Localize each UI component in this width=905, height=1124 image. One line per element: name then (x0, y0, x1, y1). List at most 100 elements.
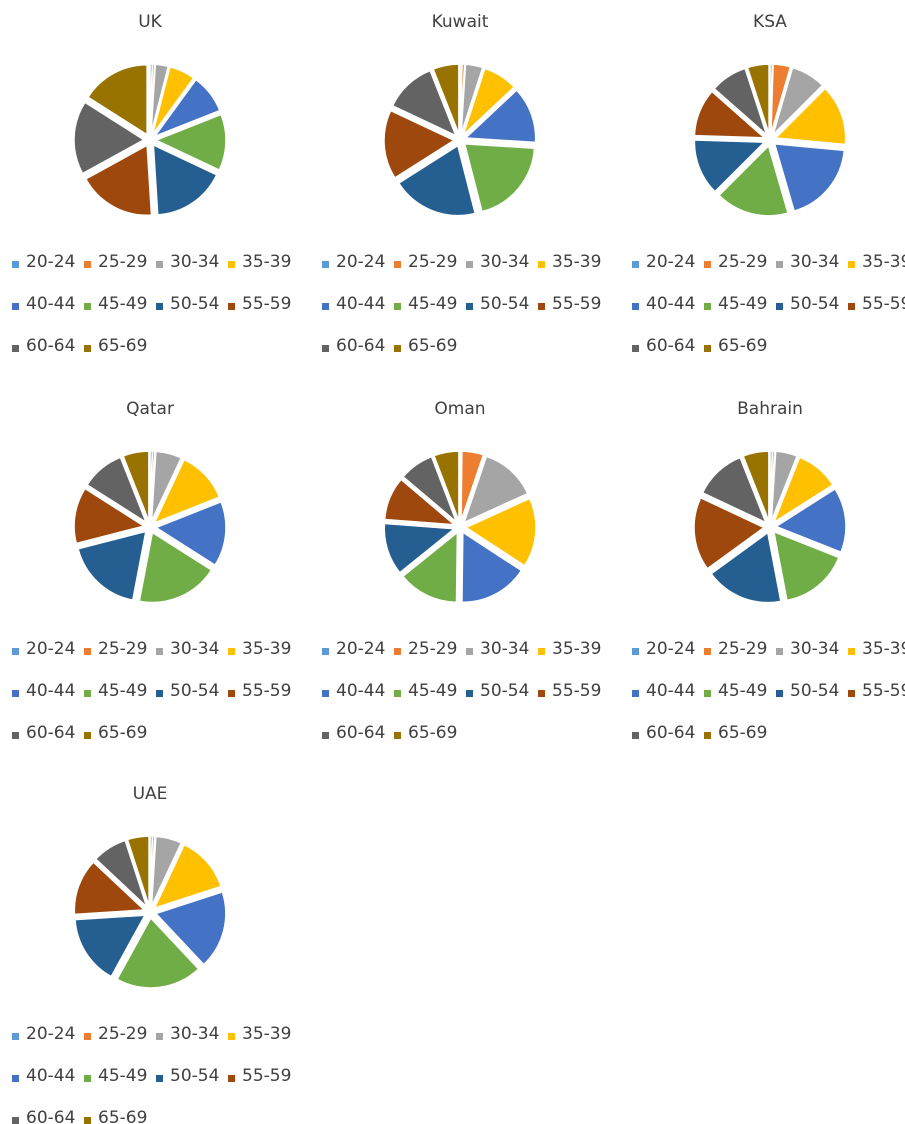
pie-chart: Oman 20-24 25-29 30-34 35-39 40-44 45-49 50-54 5… (322, 399, 601, 743)
legend-label: 50-54 (790, 294, 839, 314)
pie-slice (774, 487, 847, 554)
pie-slice (402, 455, 458, 523)
legend-label: 20-24 (336, 639, 385, 659)
pie-slice (150, 63, 170, 135)
legend-swatch (156, 303, 163, 310)
pie-slice (769, 63, 774, 135)
legend-label: 20-24 (26, 1024, 75, 1044)
pie-slice (74, 914, 147, 978)
pie-slice (742, 450, 770, 522)
chart-title: Bahrain (737, 399, 803, 419)
legend-label: 45-49 (718, 681, 767, 701)
legend-label: 25-29 (408, 639, 457, 659)
legend-swatch (156, 1033, 163, 1040)
legend-swatch (12, 303, 19, 310)
pie-slice (773, 87, 847, 146)
legend-label: 45-49 (408, 681, 457, 701)
legend-label: 20-24 (336, 252, 385, 272)
pie-slice (463, 88, 537, 144)
legend-swatch (228, 261, 235, 268)
legend-swatch (322, 345, 329, 352)
pie-slice (150, 450, 183, 522)
pie-slice (693, 496, 766, 570)
legend-swatch (12, 1075, 19, 1082)
pie-slice (152, 78, 221, 138)
pie-slice (462, 455, 529, 524)
pie-slice (772, 66, 824, 136)
legend-swatch (394, 690, 401, 697)
legend-swatch (84, 345, 91, 352)
legend-swatch (322, 303, 329, 310)
legend-label: 30-34 (170, 639, 219, 659)
pie-slice (86, 456, 148, 525)
legend-swatch (704, 690, 711, 697)
legend-swatch (394, 345, 401, 352)
legend-swatch (228, 1075, 235, 1082)
pie-slice (149, 835, 156, 907)
pie-slice (460, 63, 484, 135)
pie-slice (138, 531, 213, 604)
legend-swatch (632, 648, 639, 655)
pie-chart: Bahrain 20-24 25-29 30-34 35-39 40-44 45-49 50-… (632, 399, 905, 743)
legend-label: 45-49 (98, 294, 147, 314)
legend-label: 50-54 (790, 681, 839, 701)
legend-label: 40-44 (336, 294, 385, 314)
legend-label: 20-24 (646, 252, 695, 272)
legend-swatch (704, 303, 711, 310)
legend-swatch (84, 303, 91, 310)
pie-slice (73, 101, 146, 175)
legend-swatch (84, 1117, 91, 1124)
legend-swatch (466, 261, 473, 268)
legend-label: 55-59 (552, 681, 601, 701)
legend-label: 65-69 (98, 1108, 147, 1124)
pie-slice (713, 67, 769, 138)
legend-label: 40-44 (336, 681, 385, 701)
pie-slice (769, 450, 776, 522)
pie-slice (383, 522, 457, 574)
pie-slice (770, 450, 799, 522)
legend-swatch (12, 732, 19, 739)
pie-slice (432, 450, 460, 522)
legend-label: 55-59 (552, 294, 601, 314)
pie-slice (463, 143, 536, 213)
legend-swatch (704, 261, 711, 268)
legend-label: 25-29 (98, 252, 147, 272)
legend-label: 30-34 (790, 639, 839, 659)
pie-slice (772, 456, 834, 525)
legend-swatch (632, 732, 639, 739)
legend-label: 25-29 (718, 639, 767, 659)
legend-swatch (228, 303, 235, 310)
legend-label: 60-64 (336, 723, 385, 743)
pie-slice (77, 530, 147, 602)
legend-label: 35-39 (862, 639, 905, 659)
legend-swatch (704, 648, 711, 655)
legend-swatch (228, 1033, 235, 1040)
pie-slice (459, 450, 462, 522)
legend-swatch (466, 648, 473, 655)
pie-slice (383, 109, 456, 179)
pie-slice (126, 835, 150, 907)
legend-label: 65-69 (718, 723, 767, 743)
legend-label: 60-64 (26, 723, 75, 743)
legend-label: 55-59 (242, 1066, 291, 1086)
pie-slice (397, 144, 477, 217)
pie-slice (73, 860, 147, 916)
chart-title: KSA (753, 12, 787, 32)
legend-label: 60-64 (646, 336, 695, 356)
legend-swatch (156, 261, 163, 268)
legend-label: 50-54 (480, 294, 529, 314)
pie-slice (154, 500, 227, 567)
legend-label: 55-59 (242, 681, 291, 701)
legend-swatch (84, 1075, 91, 1082)
pie-slice (693, 139, 767, 193)
legend-label: 50-54 (170, 1066, 219, 1086)
legend-swatch (632, 261, 639, 268)
legend-swatch (12, 648, 19, 655)
pie-chart: Qatar 20-24 25-29 30-34 35-39 40-44 45-49 50-54… (12, 399, 291, 743)
legend-swatch (156, 690, 163, 697)
pie-slice (460, 450, 485, 522)
legend-label: 30-34 (480, 252, 529, 272)
legend-label: 25-29 (98, 639, 147, 659)
legend-swatch (322, 648, 329, 655)
legend-swatch (12, 345, 19, 352)
